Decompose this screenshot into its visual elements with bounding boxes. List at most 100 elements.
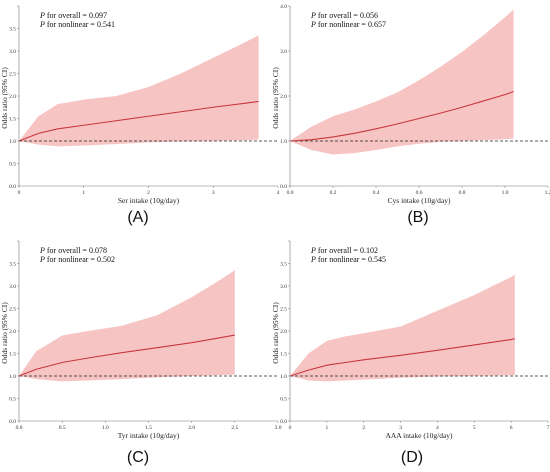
y-tick-label: 0.0 xyxy=(280,419,287,425)
odds-ratio-line xyxy=(18,100,259,142)
p-value-annotation: P for nonlinear = 0.502 xyxy=(39,255,115,264)
x-tick-label: 2.0 xyxy=(188,425,195,431)
x-axis-title: Cys intake (10g/day) xyxy=(388,196,451,205)
y-tick-label: 4.0 xyxy=(280,4,287,10)
confidence-band xyxy=(19,35,259,147)
x-axis-title: AAA intake (10g/day) xyxy=(385,431,453,440)
odds-ratio-line xyxy=(289,338,515,377)
odds-ratio-line xyxy=(18,334,235,377)
chart-panel-3: 0.0 0.5 1.0 1.5 2.0 2.5 3.0 3.5 0.0 0.5 1.0 1.5 2.0 2… xyxy=(0,240,282,466)
x-tick-label: 1.2 xyxy=(545,190,550,196)
y-tick-label: 3.0 xyxy=(9,49,16,55)
x-tick-label: 6 xyxy=(510,425,513,431)
y-tick-label: 1.0 xyxy=(280,139,287,145)
p-value-text: for nonlinear = 0.541 xyxy=(45,20,115,29)
y-tick-label: 0.5 xyxy=(9,162,16,168)
y-tick-label: 2.5 xyxy=(9,72,16,78)
p-value-text: for nonlinear = 0.502 xyxy=(45,255,115,264)
confidence-band xyxy=(290,9,514,155)
x-tick-label: 0 xyxy=(18,190,21,196)
x-tick-label: 0.2 xyxy=(330,190,337,196)
p-value-annotation: P for overall = 0.102 xyxy=(310,246,378,255)
x-tick-label: 1 xyxy=(325,425,328,431)
p-value-annotation: P for overall = 0.056 xyxy=(310,11,378,20)
chart-panel-1: 0.0 0.5 1.0 1.5 2.0 2.5 3.0 3.5 0 1 2 3 4 Ser intake … xyxy=(0,5,280,226)
y-tick-label: 1.0 xyxy=(280,374,287,380)
x-tick-label: 4 xyxy=(436,425,439,431)
p-symbol: P xyxy=(39,246,45,255)
x-tick-label: 1.0 xyxy=(502,190,509,196)
x-tick-label: 0.8 xyxy=(459,190,466,196)
y-tick-label: 3.5 xyxy=(280,262,287,268)
y-tick-label: 1.5 xyxy=(280,352,287,358)
x-tick-label: 2 xyxy=(147,190,150,196)
chart-panel-2: 0.0 1.0 2.0 3.0 4.0 0.0 0.2 0.4 0.6 0.8 1.0 1.2 Cys … xyxy=(271,4,550,226)
x-tick-label: 4 xyxy=(277,190,280,196)
x-tick-label: 0.0 xyxy=(16,425,23,431)
p-value-annotation: P for overall = 0.078 xyxy=(39,246,107,255)
x-tick-label: 0 xyxy=(289,425,292,431)
p-value-annotation: P for nonlinear = 0.545 xyxy=(310,255,386,264)
y-tick-label: 3.0 xyxy=(280,284,287,290)
p-value-annotation: P for nonlinear = 0.541 xyxy=(39,20,115,29)
y-tick-label: 0.0 xyxy=(280,184,287,190)
chart-panel-4: 0.0 0.5 1.0 1.5 2.0 2.5 3.0 3.5 0 1 2 3 4 5 6 7 AAA inta… xyxy=(271,240,550,466)
p-symbol: P xyxy=(39,255,45,264)
y-tick-label: 2.0 xyxy=(280,94,287,100)
x-tick-label: 2.5 xyxy=(231,425,238,431)
p-value-text: for nonlinear = 0.545 xyxy=(316,255,386,264)
p-value-text: for nonlinear = 0.657 xyxy=(316,20,386,29)
x-tick-label: 1 xyxy=(82,190,85,196)
p-symbol: P xyxy=(310,246,316,255)
x-tick-label: 5 xyxy=(473,425,476,431)
confidence-band xyxy=(19,270,235,382)
y-tick-label: 1.0 xyxy=(9,139,16,145)
odds-ratio-line xyxy=(289,90,514,142)
p-symbol: P xyxy=(310,11,316,20)
x-tick-label: 1.5 xyxy=(145,425,152,431)
p-symbol: P xyxy=(310,255,316,264)
p-value-text: for overall = 0.102 xyxy=(316,246,378,255)
x-tick-label: 1.0 xyxy=(102,425,109,431)
y-tick-label: 2.0 xyxy=(9,329,16,335)
x-tick-label: 0.0 xyxy=(287,190,294,196)
y-tick-label: 2.5 xyxy=(9,307,16,313)
y-axis-title: Odds ratio (95% CI) xyxy=(271,67,280,129)
x-tick-label: 0.4 xyxy=(373,190,380,196)
y-tick-label: 0.5 xyxy=(9,397,16,403)
x-tick-label: 7 xyxy=(547,425,550,431)
y-tick-label: 2.5 xyxy=(280,307,287,313)
y-axis-title: Odds ratio (95% CI) xyxy=(0,302,9,364)
x-tick-label: 3 xyxy=(212,190,215,196)
y-tick-label: 3.5 xyxy=(9,262,16,268)
x-tick-label: 0.6 xyxy=(416,190,423,196)
p-value-text: for overall = 0.078 xyxy=(45,246,107,255)
y-tick-label: 3.5 xyxy=(9,27,16,33)
p-symbol: P xyxy=(39,11,45,20)
y-tick-label: 0.0 xyxy=(9,419,16,425)
panel-label: (C) xyxy=(127,449,149,466)
y-tick-label: 1.5 xyxy=(9,117,16,123)
y-tick-label: 0.5 xyxy=(280,397,287,403)
y-tick-label: 1.0 xyxy=(9,374,16,380)
y-axis-title: Odds ratio (95% CI) xyxy=(271,302,280,364)
x-axis-title: Tyr intake (10g/day) xyxy=(118,431,180,440)
p-value-text: for overall = 0.056 xyxy=(316,11,378,20)
panel-label: (A) xyxy=(127,209,148,226)
y-tick-label: 3.0 xyxy=(280,49,287,55)
y-tick-label: 0.0 xyxy=(9,184,16,190)
y-axis-title: Odds ratio (95% CI) xyxy=(0,67,9,129)
x-tick-label: 3.0 xyxy=(275,425,282,431)
p-symbol: P xyxy=(39,20,45,29)
p-symbol: P xyxy=(310,20,316,29)
x-tick-label: 2 xyxy=(362,425,365,431)
panel-label: (B) xyxy=(407,209,428,226)
x-tick-label: 0.5 xyxy=(59,425,66,431)
p-value-annotation: P for nonlinear = 0.657 xyxy=(310,20,386,29)
y-tick-label: 1.5 xyxy=(9,352,16,358)
y-tick-label: 2.0 xyxy=(9,94,16,100)
p-value-annotation: P for overall = 0.097 xyxy=(39,11,107,20)
x-tick-label: 3 xyxy=(399,425,402,431)
panel-label: (D) xyxy=(401,449,423,466)
